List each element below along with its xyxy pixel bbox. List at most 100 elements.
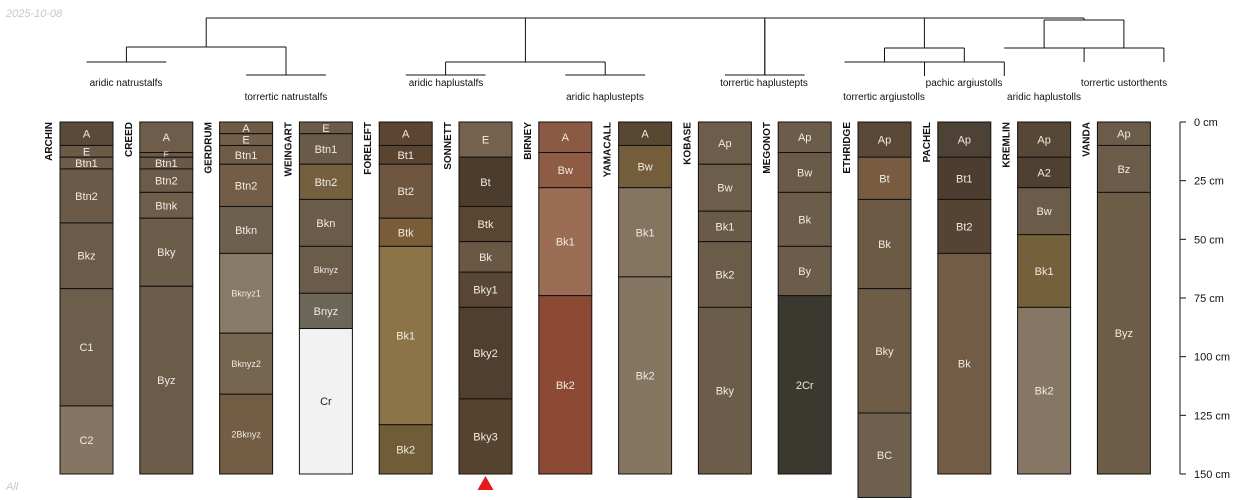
group-label: aridic haplustepts [566, 92, 644, 103]
horizon-label: Bky2 [473, 348, 497, 360]
horizon-label: A [163, 132, 171, 144]
group-label: torrertic argiustolls [843, 92, 925, 103]
horizon-label: Btn1 [75, 158, 98, 170]
horizon-block [139, 121, 194, 154]
group-label: torrertic natrustalfs [245, 92, 328, 103]
horizon-block [697, 121, 752, 165]
horizon-label: Btk [398, 227, 414, 239]
horizon-block [937, 252, 992, 475]
horizon-block [59, 405, 114, 475]
horizon-label: Bkn [316, 218, 335, 230]
horizon-label: A2 [1037, 167, 1050, 179]
horizon-label: Bkz [77, 251, 95, 263]
horizon-label: Bk1 [636, 227, 655, 239]
horizon-label: Bk1 [396, 331, 415, 343]
horizon-label: A [242, 123, 250, 135]
profile-name: MEGONOT [762, 122, 773, 174]
horizon-block [857, 121, 912, 158]
horizon-label: Bw [637, 162, 652, 174]
depth-tick-label: 25 cm [1194, 176, 1224, 188]
horizon-label: C1 [79, 342, 93, 354]
group-label: aridic haplustolls [1007, 92, 1081, 103]
profile-name: KREMLIN [1002, 122, 1013, 168]
horizon-block [1096, 191, 1151, 475]
group-label: torrertic haplustepts [720, 78, 808, 89]
horizon-label: Ap [958, 135, 971, 147]
horizon-block [697, 241, 752, 308]
horizon-label: Bk1 [715, 221, 734, 233]
horizon-block [538, 295, 593, 475]
depth-tick-label: 75 cm [1194, 293, 1224, 305]
horizon-label: E [482, 135, 489, 147]
horizon-label: Btn1 [235, 150, 258, 162]
profile-name: KOBASE [682, 122, 693, 165]
horizon-block [219, 163, 274, 207]
depth-tick-label: 125 cm [1194, 410, 1230, 422]
horizon-label: Bk [479, 252, 492, 264]
horizon-label: E [242, 135, 249, 147]
horizon-label: 2Bknyz [231, 429, 261, 439]
horizon-label: E [164, 151, 169, 160]
horizon-label: Btn2 [235, 180, 258, 192]
horizon-block [618, 276, 673, 475]
horizon-label: Bk2 [556, 380, 575, 392]
horizon-label: Bknyz1 [231, 289, 261, 299]
horizon-label: Btk [478, 219, 494, 231]
horizon-label: Cr [320, 396, 332, 408]
horizon-block [378, 217, 433, 247]
horizon-block [1017, 156, 1072, 189]
horizon-block [458, 121, 513, 158]
horizon-label: Bk2 [715, 269, 734, 281]
horizon-block [219, 393, 274, 475]
horizon-label: Bt2 [397, 186, 414, 198]
horizon-label: A [562, 132, 570, 144]
horizon-block [458, 205, 513, 243]
depth-tick-label: 150 cm [1194, 469, 1230, 481]
horizon-label: Bnyz [314, 306, 338, 318]
horizon-label: Btn1 [155, 158, 178, 170]
horizon-label: Bk2 [396, 444, 415, 456]
depth-tick-label: 50 cm [1194, 234, 1224, 246]
profile-name: BIRNEY [523, 122, 534, 160]
profile-name: CREED [124, 122, 135, 157]
horizon-block [857, 156, 912, 200]
horizon-label: Bky [716, 386, 735, 398]
horizon-label: Bw [797, 167, 812, 179]
horizon-block [378, 424, 433, 475]
horizon-block [937, 121, 992, 158]
horizon-label: Bt2 [956, 221, 973, 233]
horizon-label: Bknyz2 [231, 359, 261, 369]
horizon-label: Bk1 [1035, 266, 1054, 278]
profile-name: YAMACALL [603, 122, 614, 177]
horizon-block [59, 222, 114, 290]
horizon-label: Bky3 [473, 431, 497, 443]
horizon-block [538, 187, 593, 297]
horizon-label: Btkn [235, 225, 257, 237]
horizon-label: Bt [480, 177, 490, 189]
horizon-label: A [83, 129, 91, 141]
horizon-label: Btn2 [315, 177, 338, 189]
horizon-block [538, 152, 593, 189]
horizon-block [697, 210, 752, 243]
horizon-label: Bky [875, 346, 894, 358]
horizon-block [298, 328, 353, 475]
horizon-label: Bz [1117, 164, 1130, 176]
horizon-label: Ap [798, 132, 811, 144]
horizon-block [618, 144, 673, 189]
horizon-block [1017, 121, 1072, 158]
horizon-label: Bt1 [956, 173, 973, 185]
horizon-block [139, 217, 194, 287]
horizon-label: E [83, 146, 90, 158]
horizon-label: 2Cr [796, 380, 814, 392]
horizon-label: Bt1 [397, 150, 414, 162]
horizon-block [458, 398, 513, 475]
horizon-block [298, 133, 353, 165]
horizon-block [1017, 306, 1072, 475]
horizon-block [857, 288, 912, 414]
horizon-block [618, 187, 673, 278]
horizon-label: Bk [878, 239, 891, 251]
horizon-label: By [798, 266, 811, 278]
group-label: pachic argiustolls [926, 78, 1003, 89]
profile-name: ETHRIDGE [842, 122, 853, 174]
horizon-label: Bky [157, 247, 176, 259]
